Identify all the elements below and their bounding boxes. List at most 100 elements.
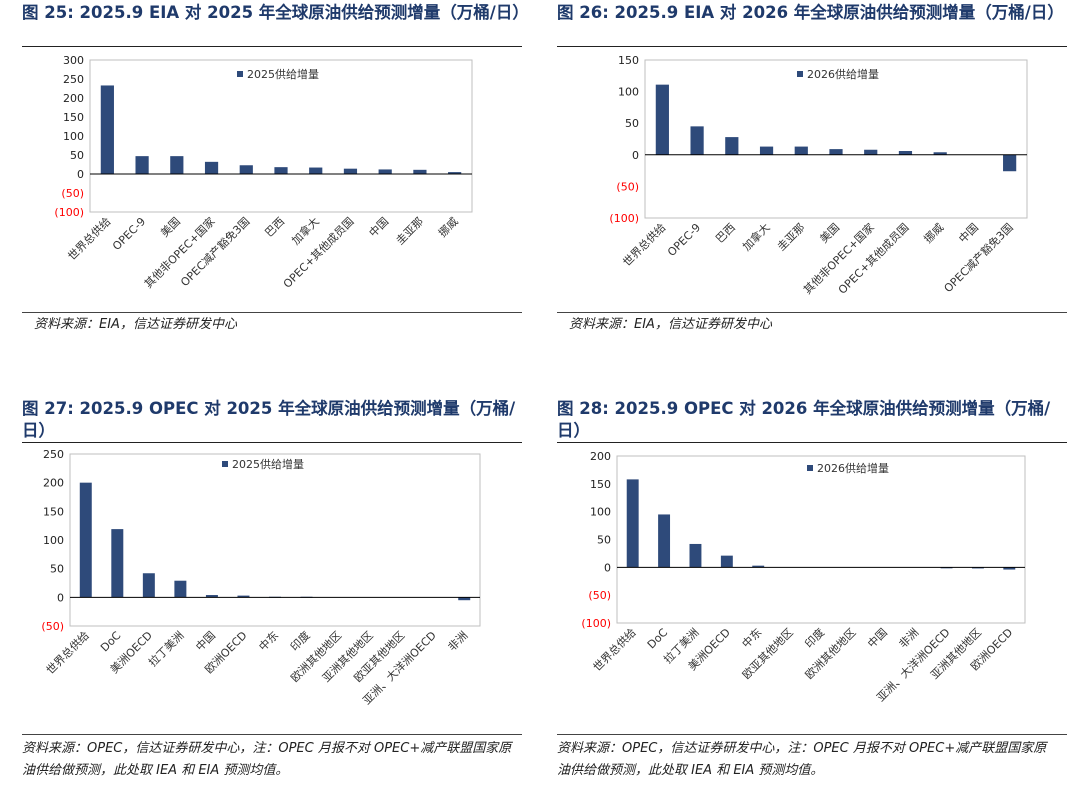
y-tick-label: 100 bbox=[63, 130, 84, 143]
x-tick-label: 世界总供给 bbox=[590, 625, 639, 674]
y-tick-label: 200 bbox=[590, 450, 611, 463]
legend-label: 2025供给增量 bbox=[232, 457, 304, 471]
bar bbox=[204, 161, 219, 174]
figure-title: 图 27: 2025.9 OPEC 对 2025 年全球原油供给预测增量（万桶/… bbox=[22, 399, 516, 440]
x-tick-label: DoC bbox=[98, 629, 124, 655]
bar bbox=[239, 165, 253, 174]
y-tick-label: 50 bbox=[50, 563, 64, 576]
x-tick-label: OPEC-9 bbox=[110, 215, 148, 253]
y-tick-label: (50) bbox=[41, 620, 64, 633]
y-tick-label: (100) bbox=[609, 212, 639, 225]
x-tick-label: 美国 bbox=[158, 215, 183, 240]
x-tick-label: 非洲 bbox=[897, 626, 922, 651]
y-tick-label: 0 bbox=[77, 168, 84, 181]
title-rule bbox=[557, 46, 1067, 47]
y-tick-label: 300 bbox=[63, 54, 84, 67]
y-tick-label: 0 bbox=[57, 591, 64, 604]
bar bbox=[829, 149, 843, 155]
x-tick-label: 圭亚那 bbox=[775, 221, 808, 254]
y-tick-label: 50 bbox=[70, 149, 84, 162]
bar bbox=[237, 595, 250, 598]
y-tick-label: 50 bbox=[597, 534, 611, 547]
y-tick-label: 50 bbox=[625, 117, 639, 130]
bar bbox=[725, 137, 739, 155]
y-tick-label: 250 bbox=[43, 448, 64, 461]
source-rule bbox=[557, 312, 1067, 313]
bar bbox=[690, 126, 704, 155]
source-rule bbox=[22, 734, 522, 735]
y-tick-label: 150 bbox=[590, 478, 611, 491]
title-rule bbox=[22, 46, 522, 47]
chart-panel-fig28: 图 28: 2025.9 OPEC 对 2026 年全球原油供给预测增量（万桶/… bbox=[557, 396, 1077, 792]
bar bbox=[274, 167, 288, 174]
title-rule bbox=[22, 442, 522, 443]
x-tick-label: 巴西 bbox=[713, 221, 738, 246]
y-tick-label: 0 bbox=[604, 561, 611, 574]
bar bbox=[794, 146, 808, 155]
source-note: 资料来源：EIA，信达证券研发中心 bbox=[569, 317, 772, 332]
y-tick-label: (50) bbox=[616, 180, 639, 193]
bar bbox=[448, 172, 462, 174]
x-tick-label: 中东 bbox=[256, 629, 281, 654]
legend-label: 2025供给增量 bbox=[247, 67, 319, 81]
bar bbox=[720, 555, 733, 568]
source-rule bbox=[22, 312, 522, 313]
x-tick-label: 世界总供给 bbox=[65, 214, 114, 263]
bar bbox=[343, 168, 358, 174]
x-tick-label: 非洲 bbox=[446, 629, 471, 654]
bar bbox=[413, 169, 427, 174]
bar bbox=[170, 156, 184, 174]
y-tick-label: (100) bbox=[54, 206, 84, 219]
plot-area bbox=[616, 455, 1026, 624]
x-tick-label: 中国 bbox=[367, 215, 392, 240]
source-note: 资料来源：OPEC，信达证券研发中心，注：OPEC 月报不对 OPEC+减产联盟… bbox=[557, 741, 1047, 778]
bar bbox=[174, 580, 187, 598]
chart-panel-fig26: 图 26: 2025.9 EIA 对 2026 年全球原油供给预测增量（万桶/日… bbox=[557, 0, 1077, 340]
bar bbox=[79, 482, 92, 598]
y-tick-label: (50) bbox=[588, 589, 611, 602]
bar bbox=[655, 84, 669, 155]
x-tick-label: 挪威 bbox=[435, 214, 460, 239]
x-tick-label: 印度 bbox=[802, 625, 827, 650]
x-tick-label: 中东 bbox=[740, 626, 765, 651]
bar bbox=[689, 543, 702, 568]
x-tick-label: 世界总供给 bbox=[620, 220, 669, 269]
x-tick-label: 中国 bbox=[865, 626, 890, 651]
plot-area bbox=[89, 59, 473, 213]
bar bbox=[1003, 154, 1017, 172]
y-tick-label: 200 bbox=[63, 92, 84, 105]
y-tick-label: 150 bbox=[43, 505, 64, 518]
source-note: 资料来源：OPEC，信达证券研发中心，注：OPEC 月报不对 OPEC+减产联盟… bbox=[22, 741, 512, 778]
figure-title: 图 28: 2025.9 OPEC 对 2026 年全球原油供给预测增量（万桶/… bbox=[557, 399, 1051, 440]
legend-swatch bbox=[237, 71, 243, 77]
x-tick-label: 中国 bbox=[193, 629, 218, 654]
bar bbox=[378, 169, 392, 174]
y-tick-label: 150 bbox=[618, 54, 639, 67]
bar bbox=[759, 146, 774, 155]
x-tick-label: 圭亚那 bbox=[394, 215, 427, 248]
y-tick-label: (100) bbox=[581, 617, 611, 630]
legend-swatch bbox=[797, 71, 803, 77]
bar bbox=[898, 151, 913, 155]
bar bbox=[971, 567, 984, 569]
legend-label: 2026供给增量 bbox=[807, 67, 879, 81]
legend-swatch bbox=[807, 465, 813, 471]
x-tick-label: 世界总供给 bbox=[43, 628, 92, 677]
bar bbox=[658, 514, 671, 568]
plot-area bbox=[644, 59, 1028, 219]
title-rule bbox=[557, 442, 1067, 443]
x-tick-label: 印度 bbox=[287, 628, 312, 653]
source-rule bbox=[557, 734, 1067, 735]
chart-panel-fig25: 图 25: 2025.9 EIA 对 2025 年全球原油供给预测增量（万桶/日… bbox=[22, 0, 542, 340]
x-tick-label: 加拿大 bbox=[289, 214, 322, 247]
y-tick-label: 250 bbox=[63, 73, 84, 86]
y-tick-label: 100 bbox=[618, 86, 639, 99]
bar bbox=[458, 597, 471, 601]
plot-area bbox=[69, 453, 481, 627]
x-tick-label: DoC bbox=[645, 626, 671, 652]
y-tick-label: 150 bbox=[63, 111, 84, 124]
